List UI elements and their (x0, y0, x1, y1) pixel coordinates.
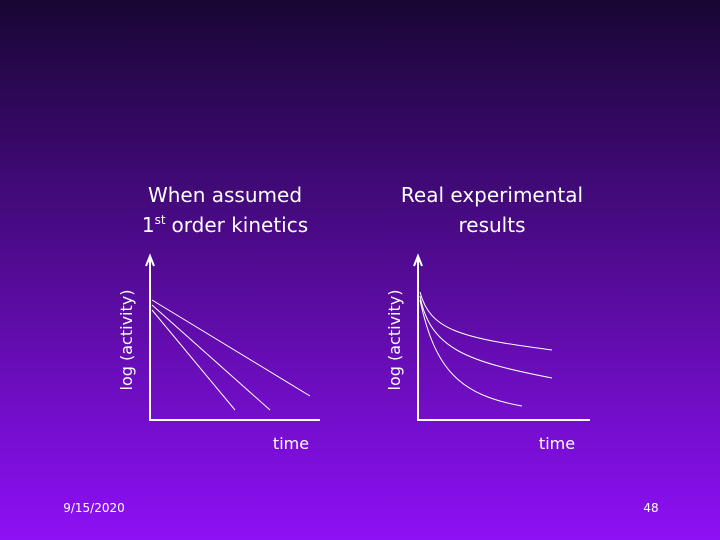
decay-line (151, 299, 311, 397)
axis-arrow (145, 253, 155, 267)
panel-title: results (458, 213, 525, 237)
x-axis-label: time (273, 434, 309, 453)
y-axis-label: log (activity) (385, 290, 404, 391)
panel-title: Real experimental (401, 183, 583, 207)
page-number: 48 (643, 501, 658, 515)
decay-line (151, 309, 236, 411)
panel-title: 1st order kinetics (142, 213, 308, 237)
axis-arrow (413, 253, 423, 267)
decay-line (151, 304, 271, 411)
panel-title: When assumed (148, 183, 302, 207)
x-axis-label: time (539, 434, 575, 453)
ordinal: 1 (142, 213, 155, 237)
y-axis-label: log (activity) (117, 290, 136, 391)
decay-curve (419, 299, 523, 407)
decay-curve (419, 295, 553, 379)
axes (149, 258, 320, 421)
footer-date: 9/15/2020 (63, 501, 125, 515)
decay-curve (419, 291, 553, 351)
title-rest: order kinetics (172, 213, 309, 237)
superscript: st (155, 213, 166, 227)
axes (417, 258, 590, 421)
